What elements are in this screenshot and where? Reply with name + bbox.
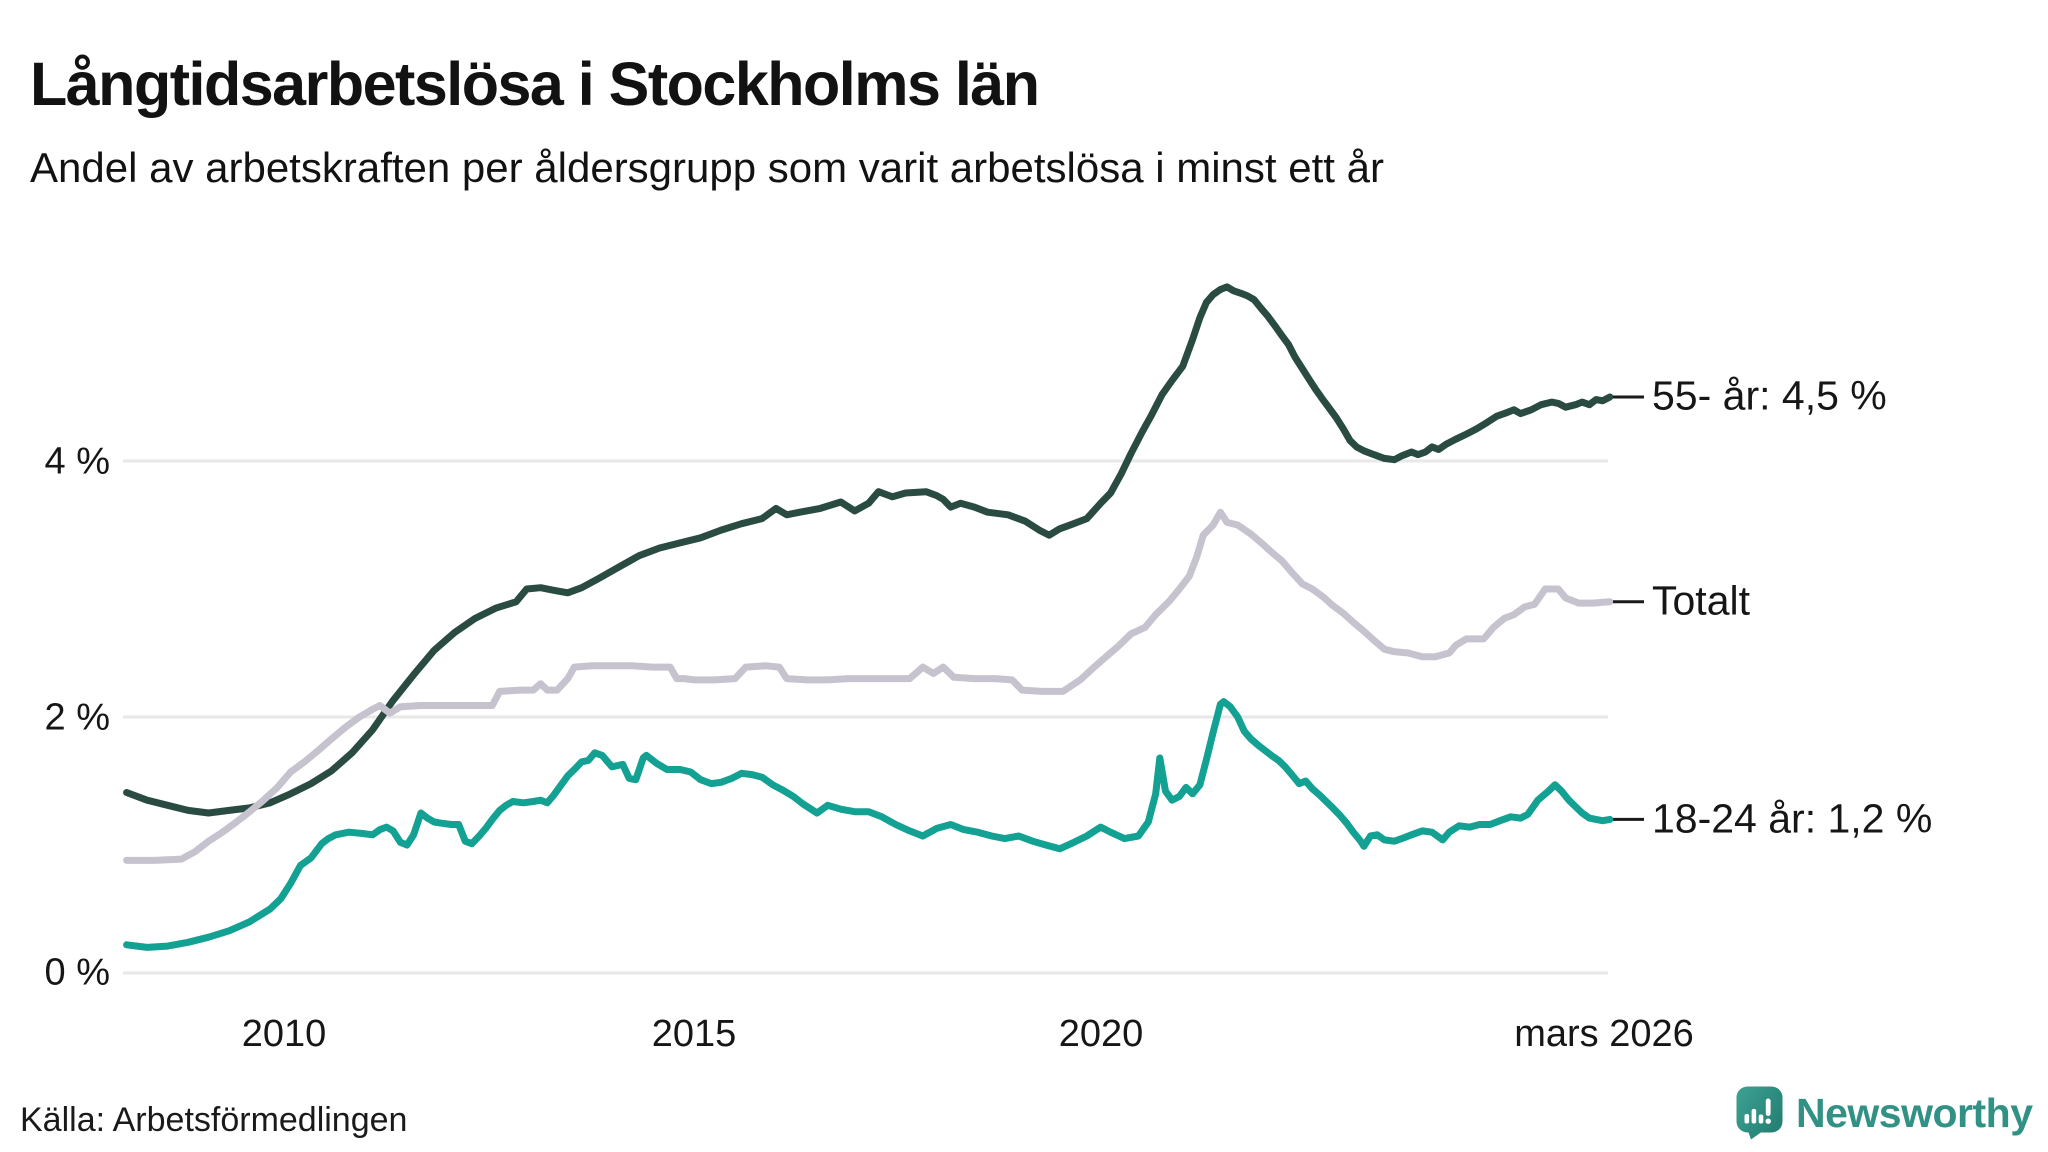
x-tick-mars-2026: mars 2026 bbox=[1514, 1013, 1694, 1055]
series-label-55-ar: 55- år: 4,5 % bbox=[1652, 372, 1887, 419]
series-label-totalt: Totalt bbox=[1652, 577, 1750, 624]
x-tick-2015: 2015 bbox=[651, 1013, 737, 1055]
series-line-18-24 år bbox=[123, 698, 1614, 951]
y-tick-4: 4 % bbox=[44, 440, 110, 483]
x-tick-2020: 2020 bbox=[1058, 1013, 1144, 1055]
series-line-Totalt bbox=[123, 508, 1614, 864]
newsworthy-wordmark: Newsworthy bbox=[1796, 1089, 2033, 1136]
source-note: Källa: Arbetsförmedlingen bbox=[20, 1101, 408, 1139]
x-tick-2010: 2010 bbox=[241, 1013, 327, 1055]
page-title: Långtidsarbetslösa i Stockholms län bbox=[30, 49, 1040, 118]
newsworthy-logo: Newsworthy bbox=[1736, 1086, 2033, 1140]
page-subtitle: Andel av arbetskraften per åldersgrupp s… bbox=[30, 144, 1384, 191]
newsworthy-bubble-chart-icon bbox=[1736, 1086, 1783, 1140]
y-tick-2: 2 % bbox=[44, 696, 110, 739]
y-tick-0: 0 % bbox=[44, 951, 110, 994]
series-line-55- år bbox=[123, 283, 1614, 817]
series-label-18-24-ar: 18-24 år: 1,2 % bbox=[1652, 795, 1933, 842]
